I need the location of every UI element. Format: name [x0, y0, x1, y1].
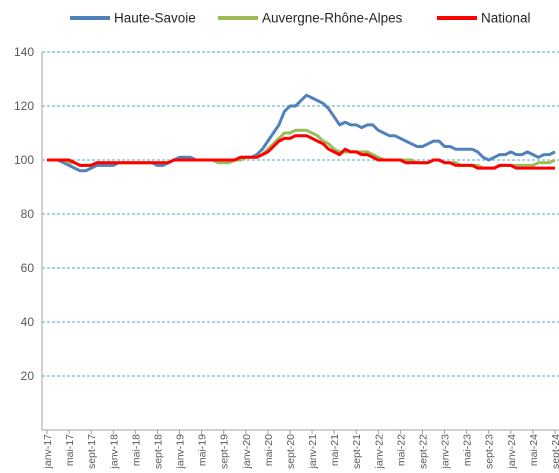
series-line — [47, 93, 556, 173]
x-tick-label: mai-22 — [395, 434, 407, 466]
x-tick-label: janv-21 — [307, 434, 319, 470]
y-tick-label: 40 — [21, 315, 35, 329]
x-tick-label: sept-18 — [152, 434, 164, 469]
y-tick-label: 140 — [14, 45, 34, 59]
y-tick-label: 100 — [14, 153, 34, 167]
x-tick-label: mai-17 — [64, 434, 76, 466]
x-tick-label: janv-17 — [42, 434, 54, 470]
x-tick-label: janv-23 — [440, 434, 452, 470]
x-tick-label: sept-17 — [86, 434, 98, 469]
x-tick-label: janv-18 — [108, 434, 120, 470]
x-tick-label: janv-22 — [373, 434, 385, 470]
series-line — [47, 134, 555, 170]
legend-label: Haute-Savoie — [114, 11, 196, 26]
x-tick-label: sept-24 — [550, 434, 559, 469]
y-tick-label: 120 — [14, 99, 34, 113]
x-tick-label: mai-20 — [263, 434, 275, 466]
legend-label: National — [481, 11, 531, 26]
x-tick-label: mai-24 — [528, 434, 540, 466]
x-tick-label: janv-20 — [241, 434, 253, 470]
x-tick-label: mai-18 — [130, 434, 142, 466]
x-tick-label: janv-19 — [175, 434, 187, 470]
x-tick-label: sept-20 — [285, 434, 297, 469]
x-tick-label: mai-23 — [462, 434, 474, 466]
x-tick-label: sept-19 — [219, 434, 231, 469]
x-tick-label: sept-23 — [484, 434, 496, 469]
y-tick-label: 80 — [21, 207, 35, 221]
x-tick-label: sept-21 — [351, 434, 363, 469]
y-tick-label: 60 — [21, 261, 35, 275]
legend-label: Auvergne-Rhône-Alpes — [262, 11, 403, 26]
x-tick-label: janv-24 — [506, 434, 518, 470]
x-tick-label: mai-19 — [197, 434, 209, 466]
x-tick-label: sept-22 — [417, 434, 429, 469]
y-tick-label: 20 — [21, 369, 35, 383]
x-tick-label: mai-21 — [329, 434, 341, 466]
